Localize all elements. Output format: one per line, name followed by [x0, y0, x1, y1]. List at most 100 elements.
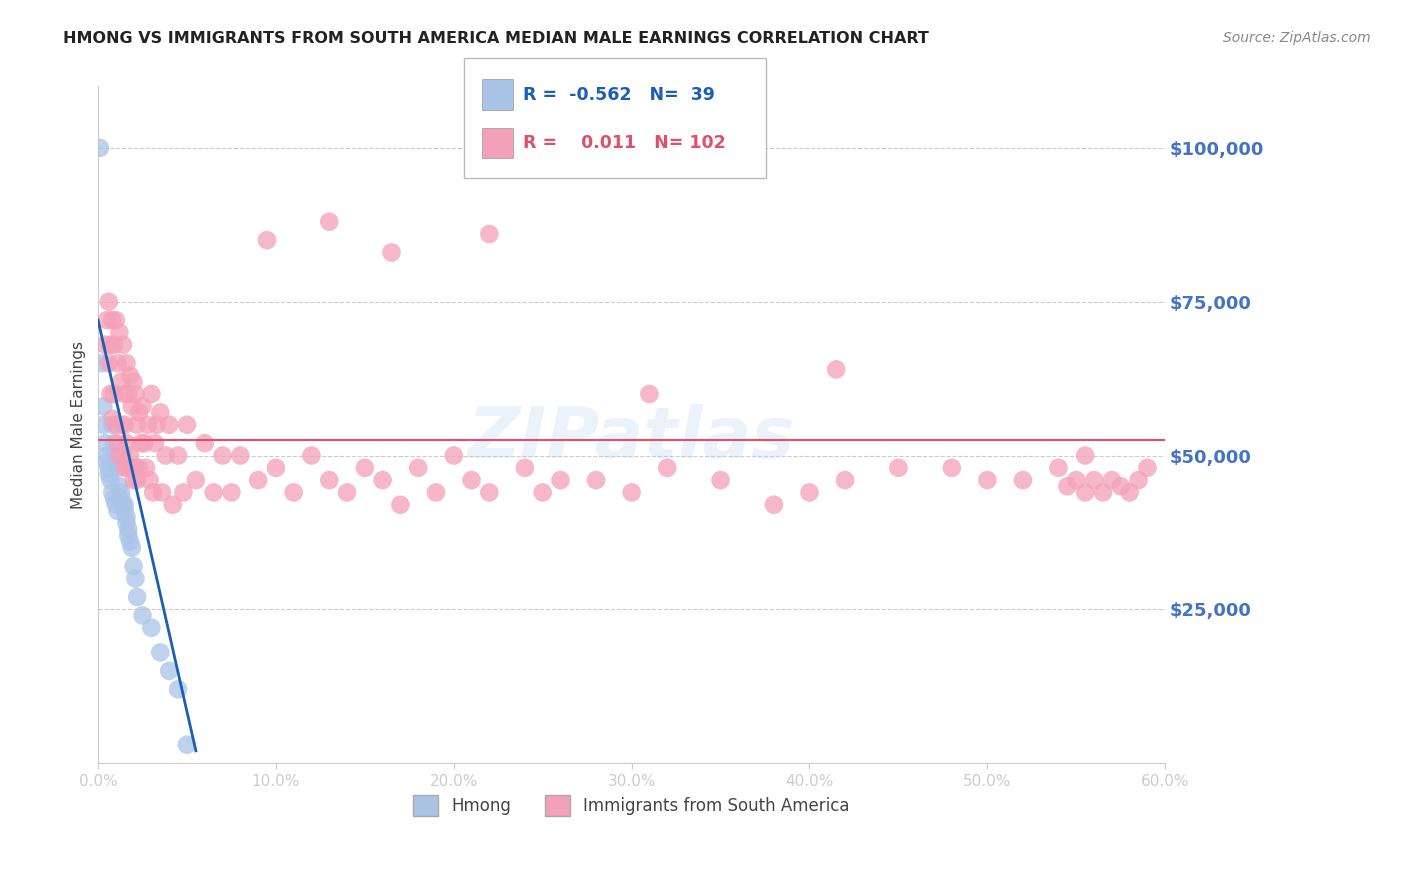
Point: [104, 498, 127, 512]
Point: [117, 522, 139, 536]
Point: [120, 368, 142, 383]
Point: [834, 473, 856, 487]
Point: [150, 485, 173, 500]
Point: [117, 460, 139, 475]
Point: [799, 485, 821, 500]
Point: [127, 417, 149, 432]
Point: [1136, 460, 1159, 475]
Point: [110, 375, 132, 389]
Point: [114, 417, 136, 432]
Point: [149, 405, 172, 419]
Point: [97, 356, 120, 370]
Point: [103, 338, 125, 352]
Point: [115, 436, 138, 450]
Point: [1101, 473, 1123, 487]
Point: [104, 417, 127, 432]
Point: [283, 485, 305, 500]
Point: [100, 473, 122, 487]
Point: [550, 473, 572, 487]
Point: [94, 436, 117, 450]
Point: [110, 417, 132, 432]
Point: [121, 399, 143, 413]
Point: [478, 227, 501, 241]
Point: [145, 417, 167, 432]
Point: [184, 473, 207, 487]
Legend: Hmong, Immigrants from South America: Hmong, Immigrants from South America: [406, 789, 856, 822]
Point: [120, 534, 142, 549]
Point: [167, 449, 190, 463]
Point: [157, 417, 180, 432]
Text: R =  -0.562   N=  39: R = -0.562 N= 39: [523, 86, 714, 103]
Point: [318, 215, 340, 229]
Point: [478, 485, 501, 500]
Y-axis label: Median Male Earnings: Median Male Earnings: [72, 341, 86, 508]
Point: [1083, 473, 1105, 487]
Point: [96, 455, 118, 469]
Text: Source: ZipAtlas.com: Source: ZipAtlas.com: [1223, 31, 1371, 45]
Point: [138, 473, 160, 487]
Point: [709, 473, 731, 487]
Point: [107, 436, 129, 450]
Point: [129, 436, 152, 450]
Point: [114, 460, 136, 475]
Point: [264, 460, 287, 475]
Point: [128, 460, 150, 475]
Point: [371, 473, 394, 487]
Point: [131, 608, 153, 623]
Point: [460, 473, 482, 487]
Point: [97, 294, 120, 309]
Point: [131, 399, 153, 413]
Point: [103, 387, 125, 401]
Point: [620, 485, 643, 500]
Point: [103, 436, 125, 450]
Point: [887, 460, 910, 475]
Point: [124, 572, 146, 586]
Point: [406, 460, 429, 475]
Point: [585, 473, 607, 487]
Point: [762, 498, 785, 512]
Point: [122, 375, 145, 389]
Point: [97, 467, 120, 481]
Point: [143, 436, 166, 450]
Point: [1074, 485, 1097, 500]
Point: [97, 460, 120, 475]
Point: [111, 449, 134, 463]
Point: [825, 362, 848, 376]
Text: HMONG VS IMMIGRANTS FROM SOUTH AMERICA MEDIAN MALE EARNINGS CORRELATION CHART: HMONG VS IMMIGRANTS FROM SOUTH AMERICA M…: [63, 31, 929, 46]
Point: [108, 326, 131, 340]
Point: [1091, 485, 1114, 500]
Point: [115, 516, 138, 531]
Point: [104, 449, 127, 463]
Point: [380, 245, 402, 260]
Point: [1074, 449, 1097, 463]
Point: [149, 645, 172, 659]
Point: [89, 141, 111, 155]
Point: [96, 313, 118, 327]
Point: [229, 449, 252, 463]
Point: [101, 411, 124, 425]
Point: [114, 498, 136, 512]
Point: [389, 498, 412, 512]
Point: [127, 590, 149, 604]
Point: [336, 485, 359, 500]
Point: [124, 387, 146, 401]
Point: [176, 417, 198, 432]
Point: [301, 449, 323, 463]
Point: [111, 338, 134, 352]
Point: [167, 682, 190, 697]
Point: [657, 460, 679, 475]
Point: [353, 460, 375, 475]
Point: [194, 436, 217, 450]
Point: [110, 485, 132, 500]
Point: [101, 485, 124, 500]
Point: [111, 498, 134, 512]
Point: [157, 664, 180, 678]
Point: [1012, 473, 1035, 487]
Point: [318, 473, 340, 487]
Point: [96, 449, 118, 463]
Point: [101, 417, 124, 432]
Point: [638, 387, 661, 401]
Point: [1109, 479, 1132, 493]
Point: [100, 387, 122, 401]
Point: [108, 449, 131, 463]
